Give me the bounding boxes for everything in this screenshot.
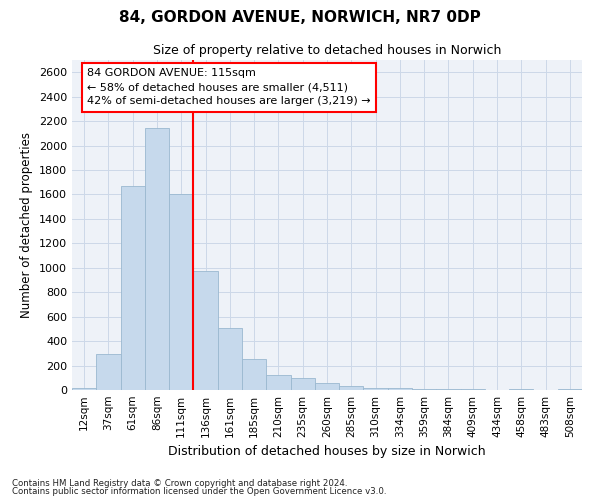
- Bar: [266, 376, 290, 390]
- Bar: [558, 388, 582, 390]
- Y-axis label: Number of detached properties: Number of detached properties: [20, 132, 34, 318]
- Bar: [290, 378, 315, 390]
- X-axis label: Distribution of detached houses by size in Norwich: Distribution of detached houses by size …: [168, 446, 486, 458]
- Bar: [96, 354, 121, 390]
- Bar: [388, 388, 412, 390]
- Bar: [218, 328, 242, 390]
- Bar: [121, 186, 145, 390]
- Bar: [339, 386, 364, 390]
- Bar: [169, 194, 193, 390]
- Bar: [364, 388, 388, 390]
- Text: Contains HM Land Registry data © Crown copyright and database right 2024.: Contains HM Land Registry data © Crown c…: [12, 478, 347, 488]
- Bar: [145, 128, 169, 390]
- Bar: [242, 359, 266, 390]
- Text: 84, GORDON AVENUE, NORWICH, NR7 0DP: 84, GORDON AVENUE, NORWICH, NR7 0DP: [119, 10, 481, 25]
- Bar: [315, 384, 339, 390]
- Title: Size of property relative to detached houses in Norwich: Size of property relative to detached ho…: [153, 44, 501, 58]
- Text: 84 GORDON AVENUE: 115sqm
← 58% of detached houses are smaller (4,511)
42% of sem: 84 GORDON AVENUE: 115sqm ← 58% of detach…: [88, 68, 371, 106]
- Bar: [193, 272, 218, 390]
- Bar: [72, 388, 96, 390]
- Text: Contains public sector information licensed under the Open Government Licence v3: Contains public sector information licen…: [12, 487, 386, 496]
- Bar: [436, 388, 461, 390]
- Bar: [412, 388, 436, 390]
- Bar: [509, 389, 533, 390]
